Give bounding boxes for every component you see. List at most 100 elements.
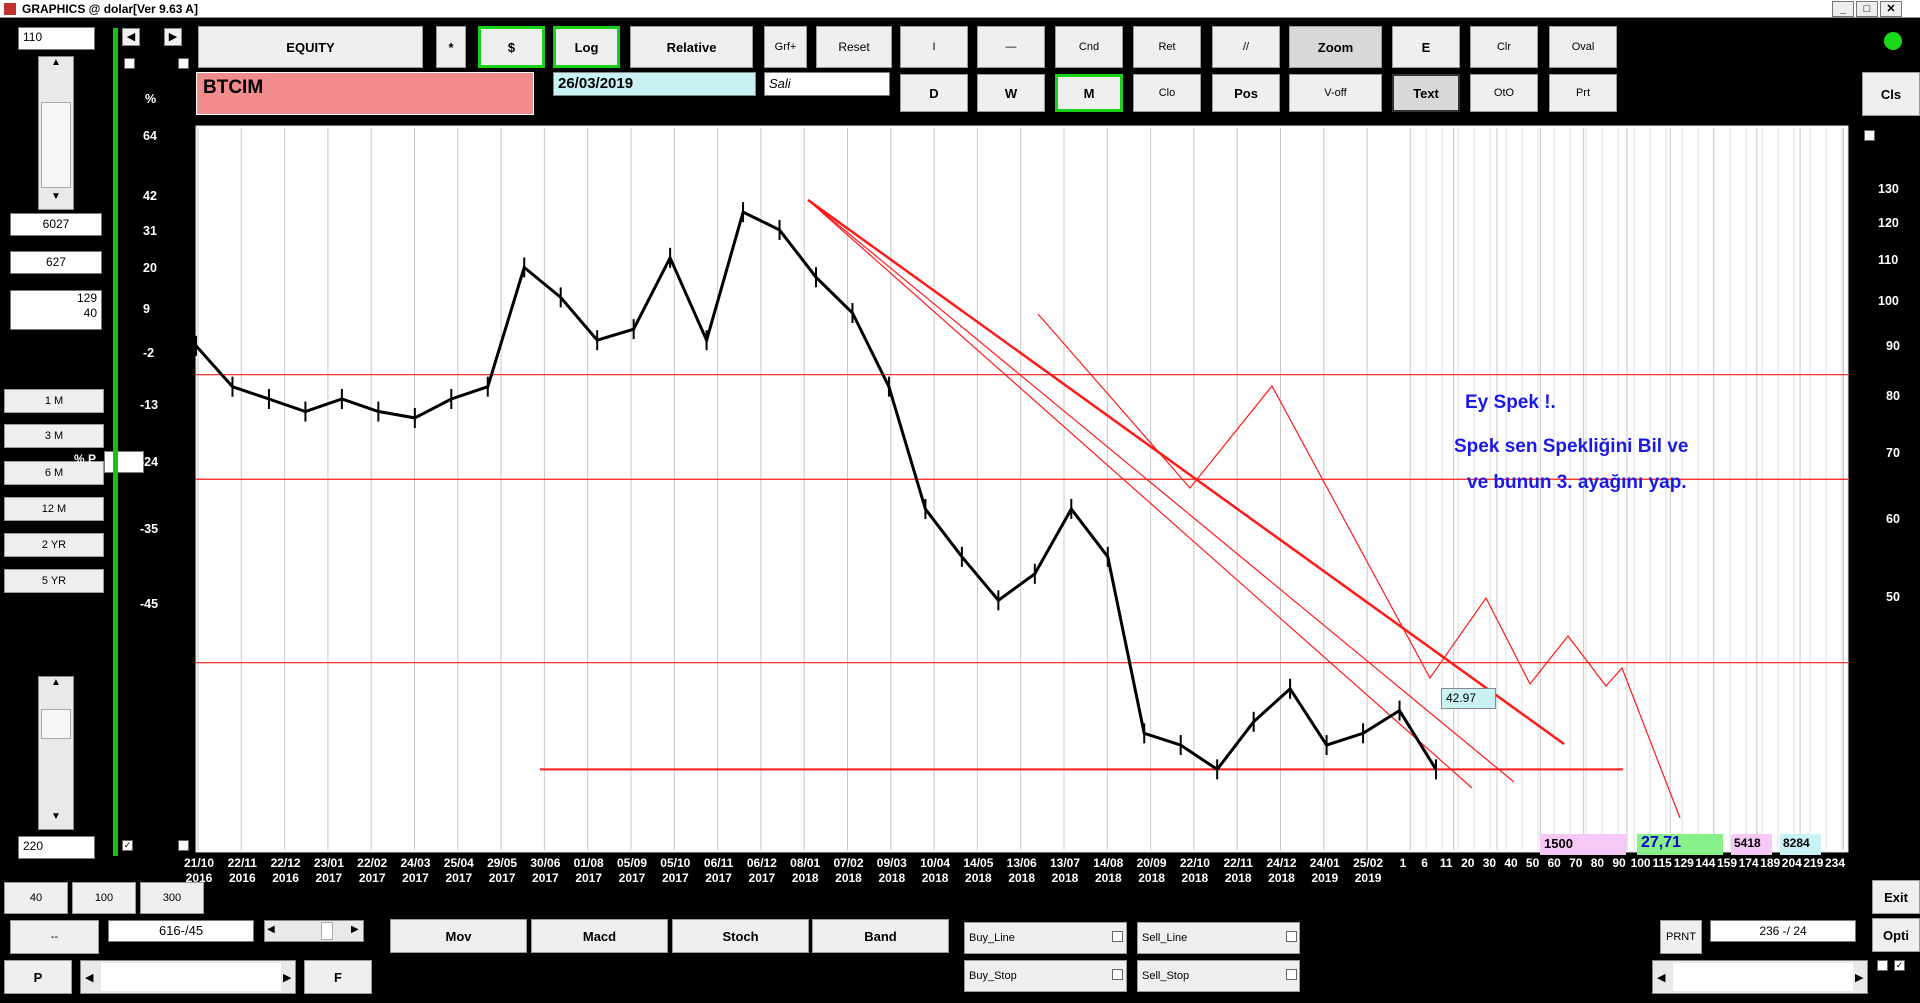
range-scroll[interactable]: ◀ ▶ — [264, 920, 364, 942]
scroll-thumb[interactable] — [41, 102, 71, 188]
arrow-left-icon[interactable]: ◀ — [122, 28, 140, 46]
prnt-button[interactable]: PRNT — [1660, 920, 1702, 954]
minimize-button[interactable]: _ — [1832, 1, 1854, 17]
grf-plus-button[interactable]: Grf+ — [764, 26, 807, 68]
x-tick-label: 14/08 2018 — [1093, 856, 1124, 885]
log-button[interactable]: Log — [553, 26, 620, 68]
sell-line-button[interactable]: Sell_Line — [1137, 922, 1300, 954]
value-box-2: 627 — [10, 251, 102, 274]
x-tick-label: 21/10 2016 — [183, 856, 215, 885]
dollar-button[interactable]: $ — [478, 26, 545, 68]
text-button[interactable]: Text — [1392, 74, 1460, 112]
sell-line-checkbox[interactable] — [1286, 931, 1297, 942]
buy-stop-button[interactable]: Buy_Stop — [964, 960, 1127, 992]
voff-button[interactable]: V-off — [1289, 74, 1382, 112]
scroll-up-icon[interactable]: ▲ — [51, 57, 61, 68]
scroll-right-icon[interactable]: ▶ — [351, 924, 359, 935]
tool-ret-button[interactable]: Ret — [1133, 26, 1201, 68]
checkbox-left-bottom[interactable]: ✓ — [122, 840, 133, 851]
period-d-button[interactable]: D — [900, 74, 968, 112]
band-button[interactable]: Band — [812, 919, 949, 953]
bottom-value-box[interactable]: 220 — [18, 836, 95, 859]
dash-button[interactable]: -- — [10, 920, 99, 954]
range-6m-button[interactable]: 6 M — [4, 461, 104, 485]
option-checkbox-1[interactable] — [1877, 960, 1888, 971]
scroll-down-icon[interactable]: ▼ — [51, 811, 61, 822]
scroll-thumb[interactable] — [321, 922, 333, 940]
relative-button[interactable]: Relative — [630, 26, 753, 68]
scroll-thumb[interactable] — [41, 709, 71, 739]
scroll-up-icon[interactable]: ▲ — [51, 677, 61, 688]
star-button[interactable]: * — [436, 26, 466, 68]
prt-button[interactable]: Prt — [1549, 74, 1617, 112]
tool-zoom-button[interactable]: Zoom — [1289, 26, 1382, 68]
period-w-button[interactable]: W — [977, 74, 1045, 112]
price-chart[interactable] — [190, 118, 1854, 854]
scroll-left-icon[interactable]: ◀ — [267, 924, 275, 935]
arrow-right-icon[interactable]: ▶ — [164, 28, 182, 46]
checkbox-right-bottom[interactable] — [178, 840, 189, 851]
range-3m-button[interactable]: 3 M — [4, 424, 104, 448]
buy-stop-checkbox[interactable] — [1112, 969, 1123, 980]
checkbox-right-top[interactable] — [178, 58, 189, 69]
tool-parallel-button[interactable]: // — [1212, 26, 1280, 68]
tool-cnd-button[interactable]: Cnd — [1055, 26, 1123, 68]
close-button[interactable]: ✕ — [1880, 1, 1902, 17]
opti-button[interactable]: Opti — [1872, 918, 1920, 952]
b40-button[interactable]: 40 — [4, 882, 68, 914]
tool-i-button[interactable]: I — [900, 26, 968, 68]
b300-button[interactable]: 300 — [140, 882, 204, 914]
bottom-scroll-left[interactable]: ◀ ▶ — [80, 960, 296, 994]
left-tick: -13 — [140, 398, 159, 412]
tool-hline-button[interactable]: — — [977, 26, 1045, 68]
buy-line-checkbox[interactable] — [1112, 931, 1123, 942]
range-2yr-button[interactable]: 2 YR — [4, 533, 104, 557]
left-tick: 31 — [143, 224, 157, 238]
tool-e-button[interactable]: E — [1392, 26, 1460, 68]
scroll-left-icon[interactable]: ◀ — [85, 972, 94, 984]
bottom-scroll-right[interactable]: ◀ ▶ — [1652, 960, 1868, 994]
clo-button[interactable]: Clo — [1133, 74, 1201, 112]
tool-clr-button[interactable]: Clr — [1470, 26, 1538, 68]
scroll-down-icon[interactable]: ▼ — [51, 191, 61, 202]
price-bars — [195, 202, 1437, 780]
stoch-button[interactable]: Stoch — [672, 919, 809, 953]
scroll-right-icon[interactable]: ▶ — [1855, 972, 1864, 984]
left-tick: 64 — [143, 129, 157, 143]
pct-input[interactable] — [104, 451, 144, 473]
maximize-button[interactable]: □ — [1856, 1, 1878, 17]
left-scrollbar-top[interactable]: ▲ ▼ — [38, 56, 74, 210]
equity-button[interactable]: EQUITY — [198, 26, 423, 68]
range-5yr-button[interactable]: 5 YR — [4, 569, 104, 593]
sell-stop-button[interactable]: Sell_Stop — [1137, 960, 1300, 992]
macd-button[interactable]: Macd — [531, 919, 668, 953]
scroll-track[interactable] — [1673, 963, 1853, 991]
checkbox-left-top[interactable] — [124, 58, 135, 69]
range-12m-button[interactable]: 12 M — [4, 497, 104, 521]
option-checkbox-2[interactable]: ✓ — [1894, 960, 1905, 971]
p-button[interactable]: P — [4, 960, 72, 994]
left-scrollbar-bottom[interactable]: ▲ ▼ — [38, 676, 74, 830]
x-tick-label: 22/10 2018 — [1179, 856, 1210, 885]
buy-line-button[interactable]: Buy_Line — [964, 922, 1127, 954]
top-value-box[interactable]: 110 — [18, 27, 95, 50]
reset-button[interactable]: Reset — [816, 26, 892, 68]
scroll-left-icon[interactable]: ◀ — [1657, 972, 1666, 984]
right-axis-checkbox[interactable] — [1864, 130, 1875, 141]
sell-stop-label: Sell_Stop — [1142, 970, 1190, 982]
range-1m-button[interactable]: 1 M — [4, 389, 104, 413]
cls-button[interactable]: Cls — [1862, 72, 1920, 116]
x-tick-label: 25/04 2017 — [443, 856, 474, 885]
sell-stop-checkbox[interactable] — [1286, 969, 1297, 980]
exit-button[interactable]: Exit — [1872, 880, 1920, 914]
b100-button[interactable]: 100 — [72, 882, 136, 914]
oto-button[interactable]: OtO — [1470, 74, 1538, 112]
scroll-right-icon[interactable]: ▶ — [283, 972, 292, 984]
pos-button[interactable]: Pos — [1212, 74, 1280, 112]
scroll-track[interactable] — [101, 963, 281, 991]
tool-oval-button[interactable]: Oval — [1549, 26, 1617, 68]
x-number-label: 234 — [1824, 856, 1846, 870]
f-button[interactable]: F — [304, 960, 372, 994]
period-m-button[interactable]: M — [1055, 74, 1123, 112]
mov-button[interactable]: Mov — [390, 919, 527, 953]
